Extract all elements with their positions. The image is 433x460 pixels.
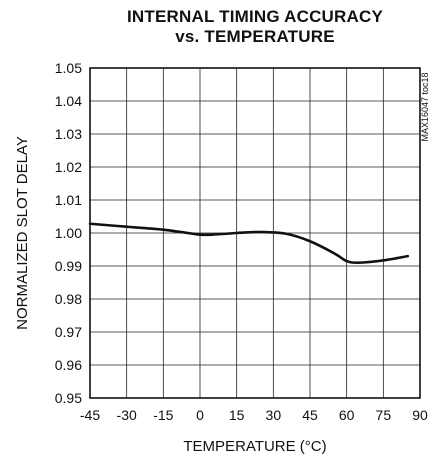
grid-lines: [90, 68, 420, 398]
y-tick-label: 1.02: [55, 159, 82, 175]
y-tick-labels: 0.95 0.96 0.97 0.98 0.99 1.00 1.01 1.02 1.03 1.04…: [55, 60, 82, 406]
y-tick-label: 1.00: [55, 225, 82, 241]
y-tick-label: 1.03: [55, 126, 82, 142]
y-tick-label: 0.95: [55, 390, 82, 406]
y-tick-label: 0.96: [55, 357, 82, 373]
series-line: [88, 222, 410, 265]
y-tick-label: 0.99: [55, 258, 82, 274]
plot-frame: [89, 67, 421, 399]
x-tick-label: 75: [376, 407, 392, 423]
chart-title-line-1: INTERNAL TIMING ACCURACY: [126, 7, 383, 26]
x-axis-label: TEMPERATURE (°C): [183, 438, 326, 455]
chart-id-watermark: MAX16047 toc18: [420, 72, 430, 141]
y-axis-label: NORMALIZED SLOT DELAY: [14, 136, 31, 330]
x-tick-label: -15: [153, 407, 173, 423]
y-tick-label: 0.98: [55, 291, 82, 307]
x-tick-label: -45: [80, 407, 100, 423]
y-tick-label: 1.04: [55, 93, 82, 109]
y-tick-label: 1.05: [55, 60, 82, 76]
x-tick-label: 45: [302, 407, 318, 423]
x-tick-label: 15: [229, 407, 245, 423]
data-series: [88, 222, 410, 265]
x-tick-label: 30: [266, 407, 282, 423]
x-tick-label: 60: [339, 407, 355, 423]
x-tick-label: 0: [196, 407, 204, 423]
x-tick-label: 90: [412, 407, 428, 423]
y-tick-label: 1.01: [55, 192, 82, 208]
y-tick-label: 0.97: [55, 324, 82, 340]
chart-title-line-2: vs. TEMPERATURE: [175, 27, 335, 46]
x-tick-label: -30: [117, 407, 137, 423]
x-tick-labels: -45 -30 -15 0 15 30 45 60 75 90: [80, 407, 428, 423]
